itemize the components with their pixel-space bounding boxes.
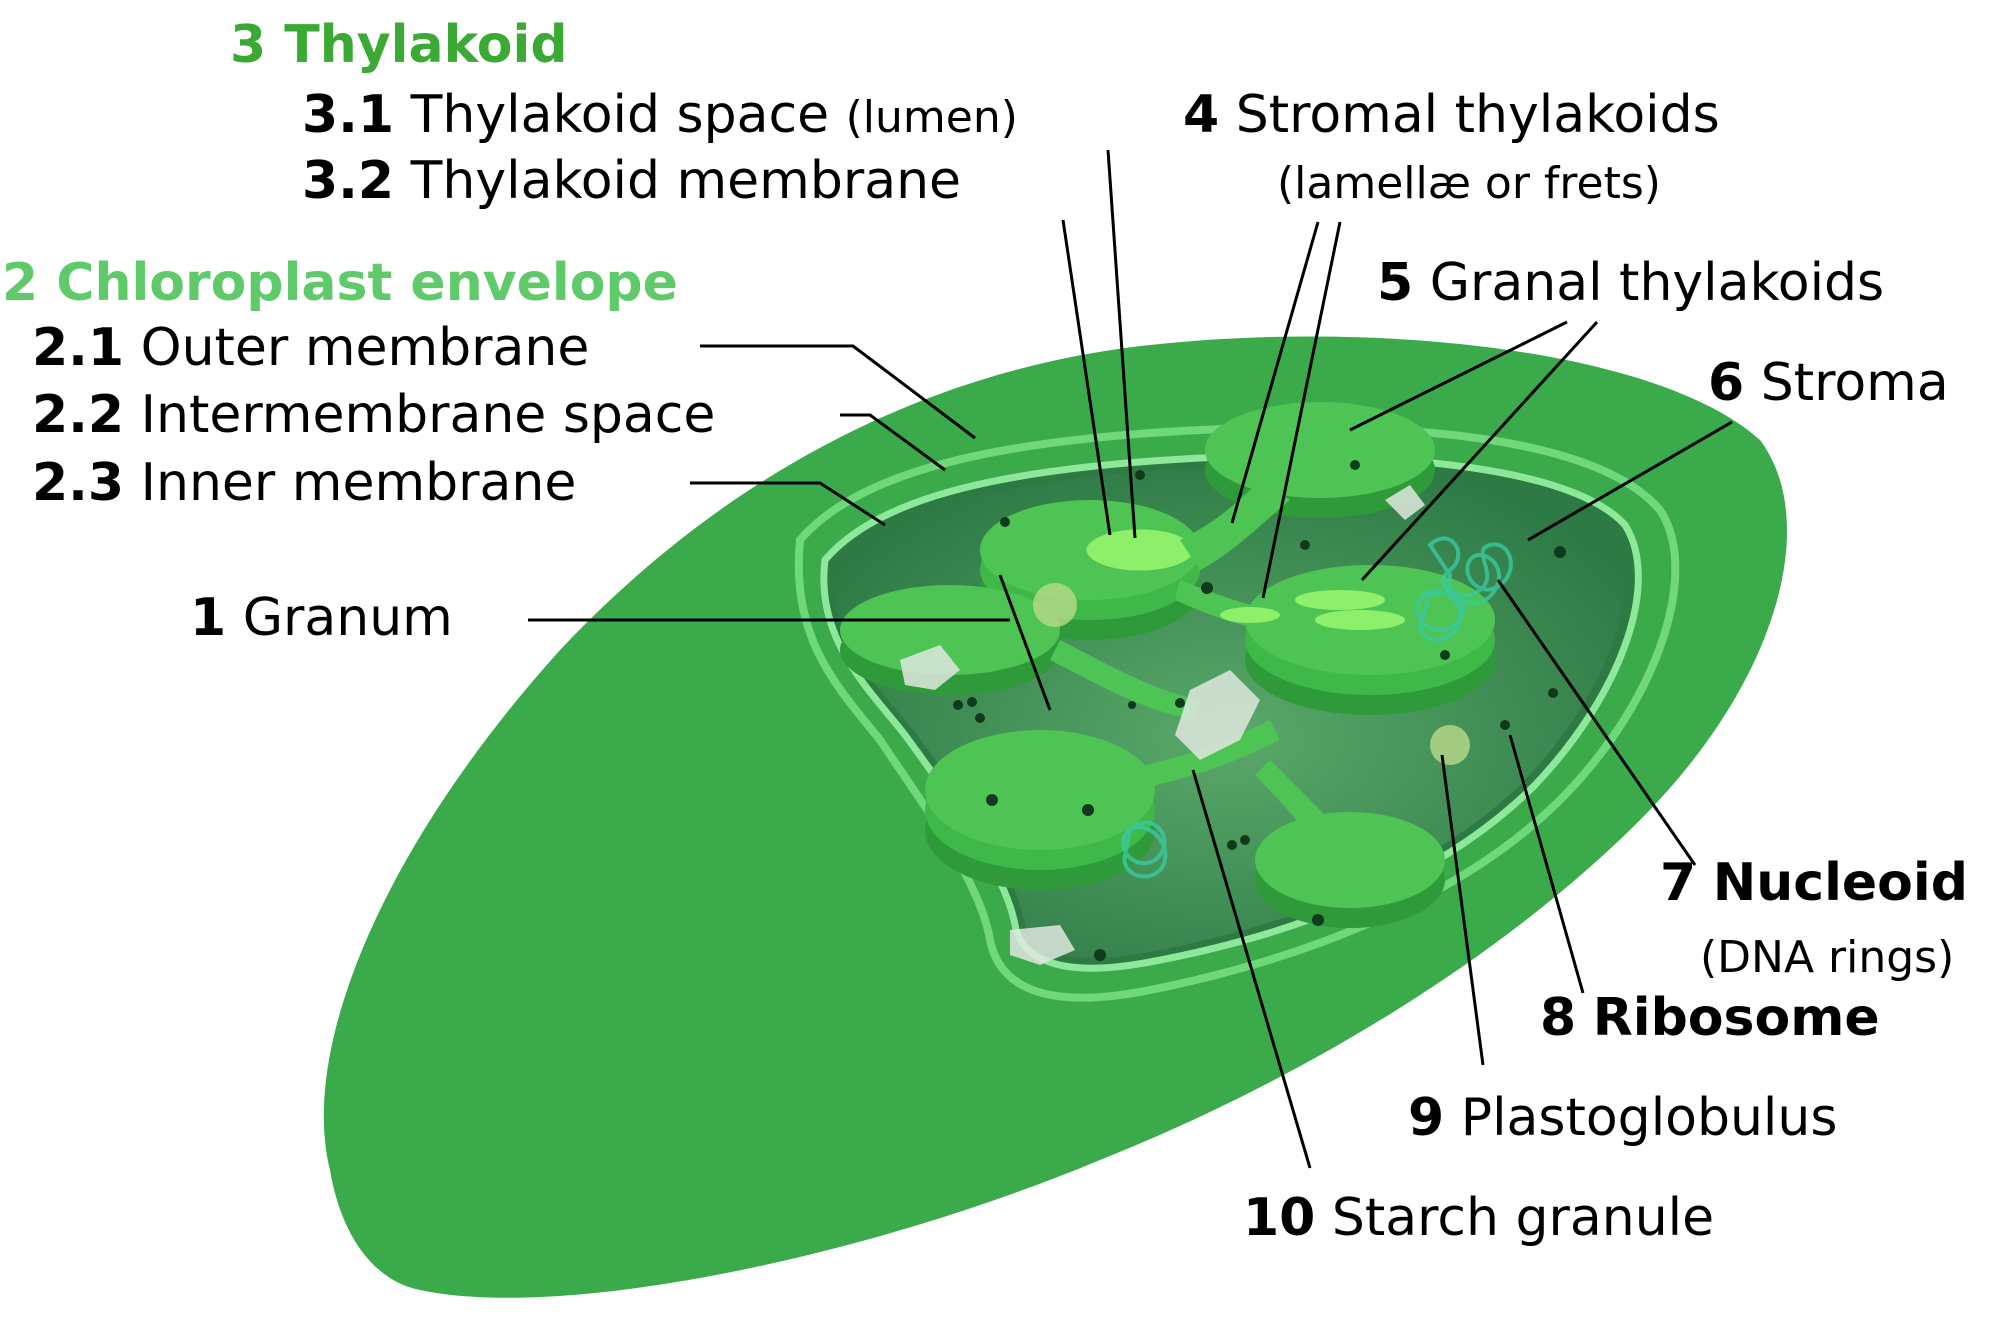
plastoglobulus bbox=[1430, 725, 1470, 765]
label-thylakoid-membrane: 3.2 Thylakoid membrane bbox=[302, 151, 961, 211]
outer-membrane-ring bbox=[794, 423, 1680, 1002]
leader-plastoglobulus bbox=[1440, 754, 1485, 1066]
leader-intermembrane-space bbox=[840, 413, 946, 472]
granum-stack-bottom-left bbox=[925, 730, 1155, 890]
starch-granules bbox=[900, 485, 1425, 965]
leader-starch-granule bbox=[1191, 769, 1312, 1169]
label-granal-thylakoids: 5 Granal thylakoids bbox=[1377, 253, 1884, 313]
leader-stroma bbox=[1527, 420, 1733, 542]
granum-stack-center bbox=[1245, 565, 1495, 715]
leader-nucleoid bbox=[1496, 579, 1697, 866]
leader-outer-membrane bbox=[700, 344, 976, 440]
label-nucleoid-note: (DNA rings) bbox=[1700, 932, 1954, 983]
label-ribosome: 8 Ribosome bbox=[1540, 988, 1880, 1048]
label-thylakoid-space: 3.1 Thylakoid space (lumen) bbox=[302, 85, 1018, 145]
plastoglobulus bbox=[1033, 583, 1077, 627]
label-stromal-thylakoids-note: (lamellæ or frets) bbox=[1277, 158, 1661, 209]
label-intermembrane-space: 2.2 Intermembrane space bbox=[32, 385, 715, 445]
label-stroma: 6 Stroma bbox=[1708, 353, 1949, 413]
granum-stack-bottom-right bbox=[1255, 812, 1445, 928]
label-outer-membrane: 2.1 Outer membrane bbox=[32, 318, 589, 378]
label-thylakoid: 3 Thylakoid bbox=[230, 15, 568, 75]
thylakoid-lumen-slice bbox=[1220, 607, 1280, 623]
ribosomes bbox=[953, 460, 1566, 961]
nucleoid-dna bbox=[1121, 536, 1513, 879]
leader-granum-stack bbox=[998, 574, 1052, 711]
leader-ribosome bbox=[1508, 734, 1585, 994]
label-plastoglobulus: 9 Plastoglobulus bbox=[1408, 1088, 1837, 1148]
label-starch-granule: 10 Starch granule bbox=[1243, 1188, 1714, 1248]
leader-thylakoid-space bbox=[1106, 149, 1137, 539]
leader-stromal-thylakoid-1 bbox=[1230, 221, 1320, 524]
label-nucleoid: 7 Nucleoid bbox=[1660, 853, 1968, 913]
leader-thylakoid-membrane bbox=[1061, 219, 1112, 536]
label-granum: 1 Granum bbox=[190, 588, 453, 648]
label-chloroplast-envelope: 2 Chloroplast envelope bbox=[2, 253, 678, 313]
label-stromal-thylakoids: 4 Stromal thylakoids bbox=[1183, 85, 1720, 145]
leader-inner-membrane bbox=[690, 481, 886, 527]
leader-granal-thylakoid-1 bbox=[1349, 320, 1568, 432]
leader-granal-thylakoid-2 bbox=[1360, 320, 1599, 582]
granum-stack-left bbox=[840, 585, 1060, 695]
leader-stromal-thylakoid-2 bbox=[1261, 221, 1342, 599]
label-inner-membrane: 2.3 Inner membrane bbox=[32, 453, 576, 513]
